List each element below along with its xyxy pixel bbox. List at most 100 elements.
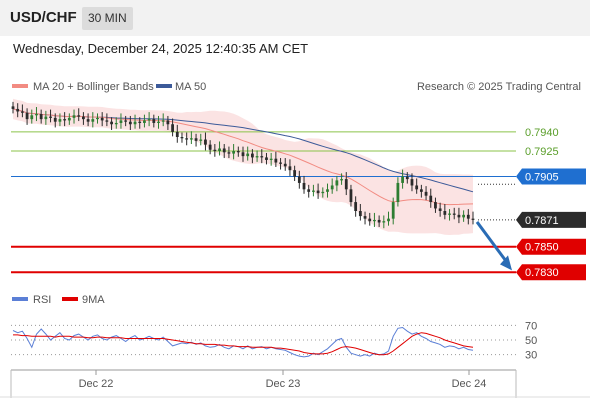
candle-body — [335, 180, 339, 186]
candle-body — [180, 137, 184, 139]
candle-body — [415, 185, 419, 190]
candle — [448, 209, 451, 221]
forecast-arrow-shaft — [475, 221, 509, 264]
candle-body — [250, 153, 254, 158]
candle-body — [147, 119, 151, 121]
candle-body — [302, 182, 306, 190]
candle-body — [138, 121, 142, 123]
candle-body — [344, 179, 348, 190]
forecast-arrow — [475, 221, 512, 271]
candle-body — [208, 144, 212, 150]
candle-body — [443, 211, 447, 215]
candle — [124, 115, 128, 127]
candle-body — [171, 124, 174, 132]
candle — [340, 173, 343, 185]
candle-body — [194, 138, 198, 141]
candle-body — [232, 151, 236, 154]
level-tag-4: 0.7850 — [525, 242, 559, 254]
candle — [443, 203, 447, 220]
rsi-legend-swatch — [12, 297, 28, 301]
candle-body — [86, 119, 90, 122]
candle — [72, 109, 76, 124]
candle-body — [434, 202, 437, 209]
candle — [307, 184, 311, 198]
candle — [358, 203, 362, 221]
candle — [401, 169, 404, 189]
candle-body — [44, 116, 48, 120]
candle — [349, 184, 353, 207]
candle-body — [382, 221, 386, 223]
candle — [110, 117, 113, 130]
candle — [330, 178, 334, 194]
ma9-legend-swatch — [62, 297, 78, 301]
candle-body — [274, 158, 278, 163]
candle-body — [100, 117, 104, 121]
candle-body — [438, 208, 442, 211]
candle — [316, 183, 320, 199]
datetime-label: Wednesday, December 24, 2025 12:40:35 AM… — [13, 41, 309, 56]
candle — [363, 211, 367, 225]
candle — [20, 104, 24, 118]
candle — [326, 183, 329, 198]
candle-body — [330, 185, 334, 190]
candle-body — [377, 219, 381, 223]
candle-body — [72, 115, 76, 118]
candle — [321, 187, 325, 198]
candle — [424, 186, 428, 201]
level-tags: 0.7940 0.7925 0.7905 0.7871 0.7850 0.7830 — [516, 127, 586, 281]
candle-body — [236, 151, 240, 153]
candle — [49, 109, 52, 123]
candle — [143, 114, 146, 128]
candle — [91, 112, 95, 128]
candle — [30, 109, 34, 124]
candle — [387, 211, 390, 226]
level-tag-3-bg — [516, 211, 586, 228]
candle-body — [312, 190, 315, 192]
candle — [199, 133, 203, 146]
candle — [152, 114, 156, 128]
candle — [368, 212, 372, 226]
ma20-legend-label: MA 20 + Bollinger Bands — [33, 81, 154, 93]
rsi-line — [12, 326, 474, 358]
candle-body — [405, 176, 409, 180]
candle-body — [321, 191, 325, 194]
x-tick-label-0: Dec 22 — [79, 378, 114, 390]
candle-body — [354, 202, 358, 211]
bollinger-band-area — [13, 98, 473, 235]
candle — [265, 152, 268, 165]
x-tick-label-2: Dec 24 — [452, 378, 487, 390]
candle — [105, 113, 109, 127]
level-tag-3: 0.7871 — [525, 215, 559, 227]
candle-body — [25, 112, 29, 120]
interval-button[interactable]: 30 MIN — [82, 7, 133, 30]
credit-label: Research © 2025 Trading Central — [417, 81, 581, 93]
candle-body — [157, 121, 160, 123]
candle-body — [340, 179, 343, 181]
candle-body — [387, 218, 390, 222]
candle — [77, 108, 81, 122]
candle — [457, 207, 461, 224]
candle — [405, 172, 409, 184]
candle — [419, 184, 423, 198]
candle — [157, 115, 160, 129]
candle-body — [265, 157, 268, 160]
level-tag-4-bg — [516, 238, 586, 255]
candle — [218, 141, 221, 156]
candle — [44, 110, 48, 125]
ma20-legend-swatch — [12, 84, 28, 88]
candle-body — [166, 120, 170, 125]
moving-averages — [12, 108, 474, 206]
rsi-tick-70: 70 — [525, 320, 537, 332]
candle — [250, 149, 254, 164]
rsi-tick-50: 50 — [525, 335, 537, 347]
candle-body — [67, 117, 71, 121]
candle — [452, 207, 456, 220]
candle-body — [133, 121, 137, 125]
candle — [438, 202, 442, 217]
level-tag-2-bg — [516, 168, 586, 185]
candle-body — [396, 182, 400, 203]
candle-body — [466, 214, 470, 219]
candle-body — [213, 149, 217, 152]
candle-body — [279, 162, 282, 164]
candle — [86, 113, 90, 127]
